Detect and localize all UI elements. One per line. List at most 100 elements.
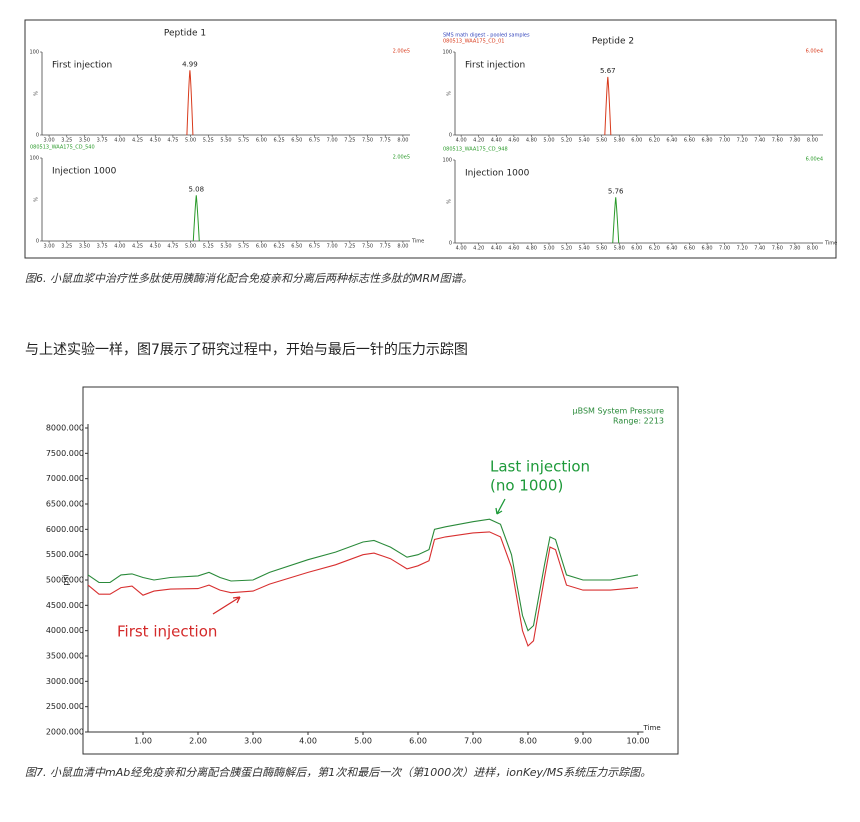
x-tick-label: 4.25 — [132, 138, 143, 144]
legend-text: Range: 2213 — [613, 417, 664, 426]
scale-label: 6.00e4 — [806, 49, 823, 55]
x-tick-label: 4.40 — [491, 246, 502, 252]
x-tick-label: 5.50 — [220, 244, 231, 250]
x-tick-label: 6.80 — [701, 246, 712, 252]
x-axis-label: Time — [824, 241, 837, 247]
y-tick-label: 100 — [29, 50, 39, 56]
peak-label: 5.08 — [188, 185, 204, 193]
x-tick-label: 4.00 — [299, 737, 317, 746]
x-tick-label: 5.60 — [596, 246, 607, 252]
x-tick-label: 7.20 — [737, 246, 748, 252]
x-tick-label: 4.60 — [508, 246, 519, 252]
panel-title: Peptide 1 — [164, 29, 206, 39]
x-tick-label: 6.00 — [256, 244, 267, 250]
x-tick-label: 7.00 — [464, 737, 482, 746]
panel-label: Injection 1000 — [52, 167, 117, 177]
scale-label: 2.00e5 — [393, 49, 410, 55]
x-tick-label: 6.00 — [409, 737, 427, 746]
x-tick-label: 8.00 — [397, 244, 408, 250]
header-line: SMS math digest - pooled samples — [443, 33, 530, 39]
x-tick-label: 7.75 — [380, 244, 391, 250]
x-tick-label: 6.50 — [291, 138, 302, 144]
peak-label: 5.76 — [608, 187, 624, 195]
x-tick-label: 3.50 — [79, 244, 90, 250]
x-tick-label: 5.75 — [238, 244, 249, 250]
x-tick-label: 3.50 — [79, 138, 90, 144]
x-tick-label: 4.75 — [167, 138, 178, 144]
annotation-arrow — [212, 596, 241, 615]
peak — [192, 195, 200, 242]
annotation: Last injection — [490, 458, 590, 476]
annotation-arrow — [495, 498, 506, 515]
panel-label: First injection — [52, 61, 112, 71]
x-tick-label: 4.40 — [491, 138, 502, 144]
x-tick-label: 6.50 — [291, 244, 302, 250]
y-axis-label: % — [447, 199, 453, 204]
y-tick-label: 8000.000 — [46, 424, 84, 433]
y-tick-label: 2500.000 — [46, 702, 84, 711]
peak — [604, 76, 612, 136]
x-tick-label: 4.00 — [114, 138, 125, 144]
x-tick-label: 10.00 — [627, 737, 650, 746]
x-tick-label: 6.60 — [684, 246, 695, 252]
header-line: 080513_WAA175_CD_540 — [30, 145, 95, 151]
figure7-frame — [82, 386, 679, 755]
x-tick-label: 5.00 — [543, 138, 554, 144]
x-tick-label: 7.00 — [327, 244, 338, 250]
x-tick-label: 4.50 — [150, 138, 161, 144]
y-tick-label: 0 — [36, 239, 39, 245]
x-tick-label: 5.75 — [238, 138, 249, 144]
x-tick-label: 9.00 — [574, 737, 592, 746]
x-tick-label: 4.00 — [456, 138, 467, 144]
x-tick-label: 3.75 — [97, 138, 108, 144]
x-tick-label: 7.25 — [344, 244, 355, 250]
x-tick-label: 7.80 — [789, 138, 800, 144]
x-tick-label: 6.40 — [666, 246, 677, 252]
x-tick-label: 6.60 — [684, 138, 695, 144]
x-tick-label: 4.80 — [526, 246, 537, 252]
x-tick-label: 5.50 — [220, 138, 231, 144]
x-tick-label: 6.80 — [701, 138, 712, 144]
x-tick-label: 5.20 — [561, 138, 572, 144]
y-axis-label: % — [447, 91, 453, 96]
y-tick-label: 7500.000 — [46, 449, 84, 458]
x-tick-label: 1.00 — [134, 737, 152, 746]
y-tick-label: 100 — [29, 156, 39, 162]
x-tick-label: 6.00 — [631, 246, 642, 252]
scale-label: 6.00e4 — [806, 157, 823, 163]
y-axis-label: psi — [62, 574, 71, 585]
x-tick-label: 3.25 — [61, 244, 72, 250]
x-tick-label: 5.80 — [614, 246, 625, 252]
paragraph: 与上述实验一样，图7展示了研究过程中，开始与最后一针的压力示踪图 — [25, 342, 468, 358]
x-tick-label: 8.00 — [519, 737, 537, 746]
x-tick-label: 7.60 — [772, 138, 783, 144]
scale-label: 2.00e5 — [393, 155, 410, 161]
x-tick-label: 4.80 — [526, 138, 537, 144]
x-tick-label: 7.40 — [754, 246, 765, 252]
y-tick-label: 6500.000 — [46, 500, 84, 509]
x-tick-label: 6.00 — [631, 138, 642, 144]
header-line: 080513_WAA175_CD_948 — [443, 147, 508, 153]
y-axis-label: % — [34, 91, 40, 96]
x-tick-label: 4.25 — [132, 244, 143, 250]
x-tick-label: 7.00 — [719, 138, 730, 144]
x-tick-label: 6.40 — [666, 138, 677, 144]
y-tick-label: 2000.000 — [46, 728, 84, 737]
x-tick-label: 5.80 — [614, 138, 625, 144]
x-tick-label: 5.60 — [596, 138, 607, 144]
x-tick-label: 7.40 — [754, 138, 765, 144]
peak-label: 4.99 — [182, 60, 198, 68]
y-tick-label: 4000.000 — [46, 626, 84, 635]
y-tick-label: 5500.000 — [46, 550, 84, 559]
x-tick-label: 7.00 — [719, 246, 730, 252]
x-tick-label: 5.25 — [203, 138, 214, 144]
x-tick-label: 4.60 — [508, 138, 519, 144]
pressure-line — [87, 531, 639, 647]
x-tick-label: 7.80 — [789, 246, 800, 252]
x-tick-label: 7.75 — [380, 138, 391, 144]
y-tick-label: 100 — [442, 158, 452, 164]
x-tick-label: 6.25 — [274, 244, 285, 250]
x-axis-label: Time — [411, 239, 424, 245]
x-tick-label: 6.20 — [649, 138, 660, 144]
